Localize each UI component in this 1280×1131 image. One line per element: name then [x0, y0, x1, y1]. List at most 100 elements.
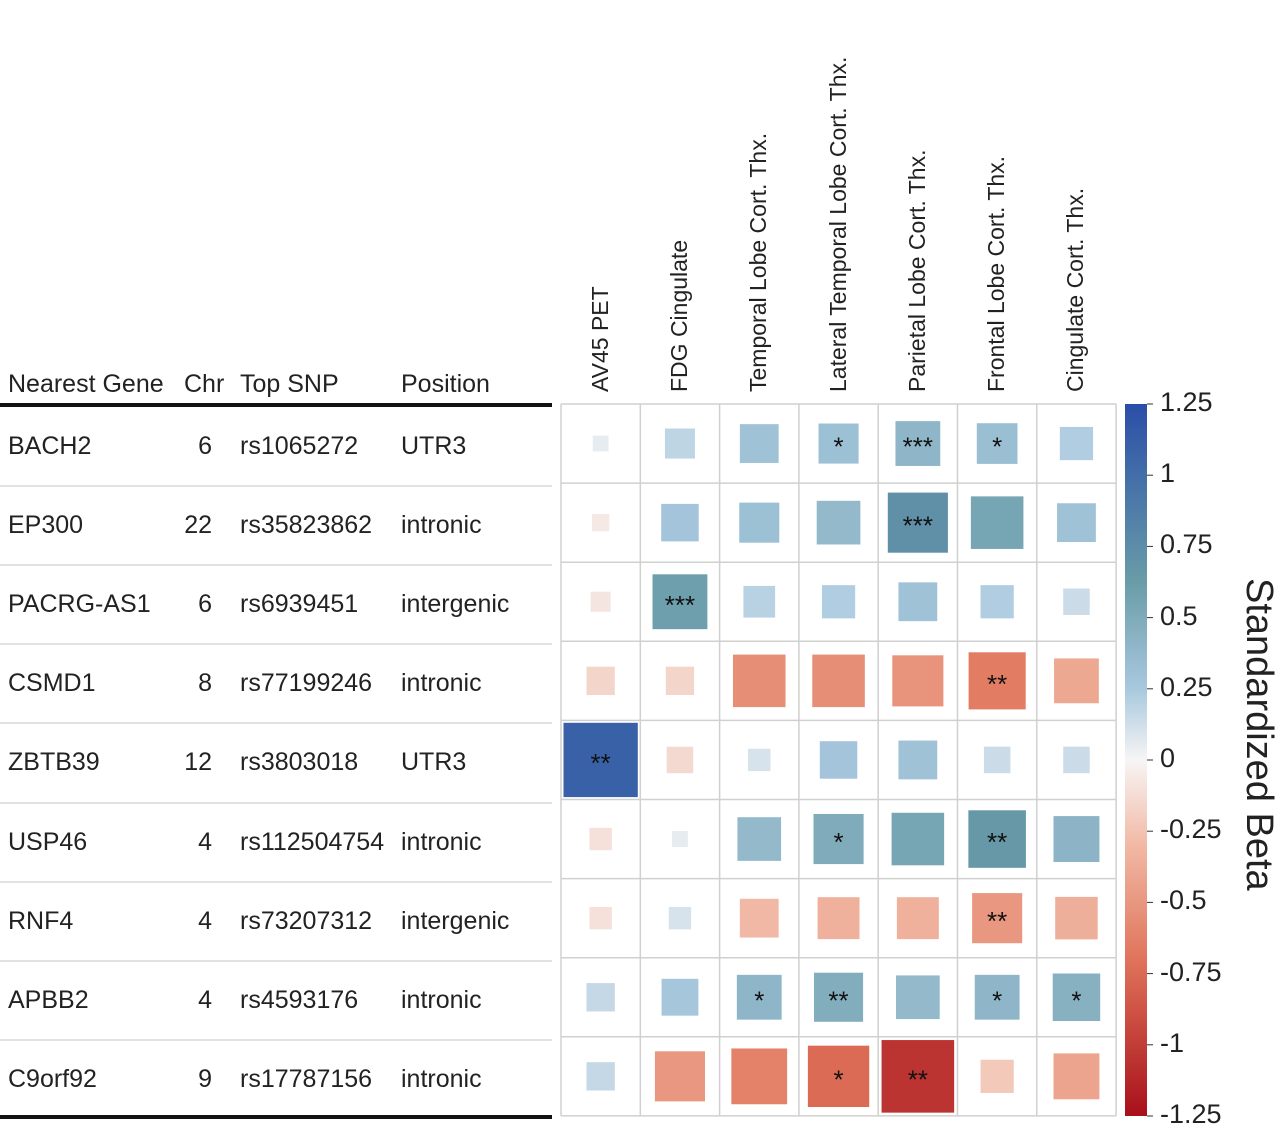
chr-cell: 4 [198, 827, 212, 856]
significance-label: ** [987, 827, 1007, 857]
significance-label: *** [665, 590, 695, 620]
heatmap-cell-RNF4-6 [1055, 896, 1098, 940]
significance-label: * [992, 985, 1002, 1015]
significance-label: * [992, 432, 1002, 462]
position-cell: intronic [401, 1064, 482, 1093]
heatmap-cell-RNF4-2 [739, 898, 779, 938]
position-cell: intergenic [401, 590, 510, 619]
heatmap-cell-CSMD1-6 [1054, 658, 1099, 704]
table-row: C9orf92 9 rs17787156 intronic [0, 1040, 552, 1119]
position-cell: UTR3 [401, 748, 467, 777]
heatmap-cell-PACRG-AS1-4 [898, 582, 938, 622]
row-separator [0, 564, 552, 567]
heatmap-cell-RNF4-3 [817, 897, 860, 940]
chr-cell: 22 [184, 511, 212, 540]
heatmap-cell-RNF4-5 [972, 893, 1023, 944]
significance-label: * [833, 1064, 843, 1094]
heatmap-cell-EP300-6 [1057, 503, 1096, 543]
bottom-rule [0, 1115, 552, 1119]
table-row: EP300 22 rs35823862 intronic [0, 486, 552, 565]
heatmap-cell-EP300-4 [887, 492, 948, 553]
heatmap-cell-PACRG-AS1-3 [821, 585, 856, 619]
heatmap-cell-BACH2-6 [1059, 426, 1094, 461]
heatmap-cell-BACH2-2 [739, 424, 779, 463]
heatmap-cell-RNF4-1 [668, 906, 692, 930]
header-position: Position [401, 370, 490, 398]
heatmap-cell-ZBTB39-3 [819, 741, 858, 779]
heatmap-cell-C9orf92-3 [807, 1045, 870, 1108]
heatmap-cell-BACH2-1 [664, 428, 695, 459]
table-row: BACH2 6 rs1065272 UTR3 [0, 407, 552, 486]
heatmap-cell-C9orf92-4 [881, 1040, 955, 1113]
significance-label: *** [903, 511, 933, 541]
heatmap-cell-PACRG-AS1-6 [1063, 588, 1090, 616]
heatmap-cell-APBB2-0 [586, 983, 615, 1012]
colorbar-title: Standardized Beta [1238, 578, 1280, 891]
heatmap-cell-BACH2-4 [895, 421, 941, 466]
chr-cell: 4 [198, 906, 212, 935]
significance-label: ** [828, 985, 848, 1015]
heatmap-cell-USP46-0 [589, 827, 612, 851]
heatmap-cell-USP46-4 [891, 812, 945, 866]
significance-label: ** [908, 1064, 928, 1094]
heatmap-cell-RNF4-0 [589, 906, 612, 930]
heatmap-cell-CSMD1-2 [732, 654, 786, 708]
position-cell: intronic [401, 669, 482, 698]
chr-cell: 6 [198, 590, 212, 619]
snp-cell: rs35823862 [240, 511, 373, 540]
header-chr: Chr [184, 370, 225, 398]
heatmap-cell-ZBTB39-2 [748, 748, 771, 772]
heatmap-cell-PACRG-AS1-0 [590, 591, 611, 612]
significance-label: * [833, 827, 843, 857]
significance-label: ** [987, 906, 1007, 936]
heatmap-cell-RNF4-4 [896, 897, 939, 940]
significance-label: * [833, 432, 843, 462]
heatmap-cell-USP46-2 [737, 817, 782, 861]
heatmap-cell-BACH2-3 [818, 423, 859, 464]
significance-label: ** [591, 748, 611, 778]
heatmap-cell-PACRG-AS1-1 [652, 574, 708, 630]
heatmap-cell-APBB2-4 [896, 975, 940, 1020]
colorbar [1125, 404, 1147, 1116]
snp-cell: rs17787156 [240, 1064, 373, 1093]
heatmap-cell-PACRG-AS1-2 [743, 585, 776, 618]
heatmap-cell-BACH2-5 [976, 423, 1018, 464]
heatmap-cell-C9orf92-2 [731, 1048, 788, 1105]
heatmap-cell-ZBTB39-0 [563, 722, 638, 798]
heatmap-cell-APBB2-5 [974, 974, 1020, 1020]
colorbar-tick-label: 0 [1160, 743, 1176, 773]
heatmap-cell-APBB2-2 [736, 974, 782, 1020]
heatmap-cell-EP300-0 [591, 513, 610, 532]
position-cell: UTR3 [401, 432, 467, 460]
snp-cell: rs112504754 [240, 827, 385, 856]
row-separator [0, 880, 552, 883]
heatmap-cell-BACH2-0 [592, 435, 609, 452]
heatmap-cell-USP46-6 [1053, 816, 1100, 863]
colorbar-tick-label: -0.5 [1160, 885, 1207, 916]
heatmap-cell-CSMD1-1 [665, 666, 695, 696]
chr-cell: 8 [198, 669, 212, 698]
heatmap-cell-CSMD1-0 [586, 666, 615, 696]
heatmap-cell-C9orf92-6 [1053, 1053, 1100, 1100]
colorbar-tick-label: 0.5 [1160, 600, 1198, 631]
colorbar-tick-label: -1 [1160, 1027, 1185, 1058]
position-cell: intronic [401, 985, 482, 1014]
gene-cell: EP300 [8, 511, 84, 540]
table-row: APBB2 4 rs4593176 intronic [0, 961, 552, 1040]
snp-cell: rs77199246 [240, 669, 373, 698]
gene-cell: ZBTB39 [8, 748, 100, 777]
heatmap-cell-CSMD1-5 [968, 652, 1026, 710]
gene-cell: C9orf92 [8, 1064, 97, 1093]
table-row: RNF4 4 rs73207312 intergenic [0, 882, 552, 961]
colorbar-tick-label: -1.25 [1160, 1099, 1222, 1129]
chr-cell: 9 [198, 1064, 212, 1093]
heatmap-cell-USP46-3 [813, 814, 864, 865]
position-cell: intronic [401, 827, 482, 856]
gene-cell: APBB2 [8, 985, 89, 1014]
heatmap-cell-ZBTB39-4 [898, 740, 938, 780]
significance-label: * [754, 985, 764, 1015]
row-separator [0, 722, 552, 725]
gene-cell: RNF4 [8, 906, 74, 935]
colorbar-tick-label: 1 [1160, 458, 1176, 489]
